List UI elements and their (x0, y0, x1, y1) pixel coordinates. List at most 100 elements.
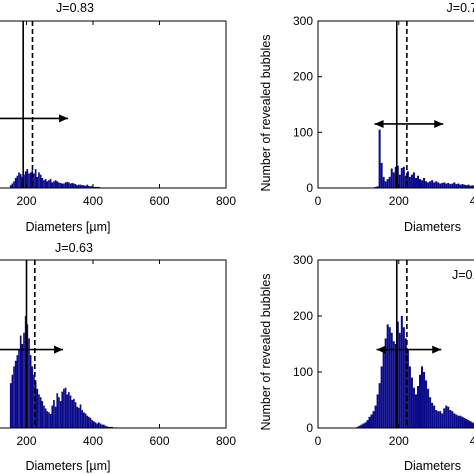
histogram-bar (68, 182, 70, 188)
x-tick-label: 800 (216, 194, 236, 208)
histogram-bar (449, 410, 452, 428)
histogram-bar (51, 182, 54, 188)
x-tick-label: 200 (16, 434, 36, 448)
histogram-bar (372, 411, 375, 428)
histogram-bar (427, 182, 430, 188)
histogram-bar (97, 422, 100, 428)
histogram-bar (445, 405, 448, 428)
histogram-bar (39, 174, 42, 188)
histogram-bar (396, 321, 399, 428)
x-tick-label: 400 (470, 434, 474, 448)
histogram-bar (431, 402, 434, 428)
histogram-bar (396, 165, 399, 188)
histogram-bar (455, 414, 458, 428)
histogram-bar (43, 180, 45, 188)
y-tick-label: 100 (293, 365, 313, 379)
histogram-bar (461, 184, 464, 188)
histogram-bar (86, 184, 89, 188)
histogram-bar (398, 332, 401, 428)
histogram-bar (88, 185, 90, 188)
histogram-bar (107, 426, 110, 428)
histogram-bar (469, 421, 472, 428)
histogram-bar (102, 424, 105, 428)
histogram-bar (449, 184, 452, 188)
histogram-bar (459, 184, 462, 188)
histogram-bar (29, 172, 32, 188)
histogram-bar (76, 185, 79, 188)
histogram-bar (56, 393, 59, 428)
histogram-bar (83, 412, 85, 428)
histogram-bar (44, 408, 47, 428)
histogram-bar (76, 406, 79, 428)
range-arrow-head-left (376, 345, 386, 354)
histogram-bar (14, 177, 17, 188)
histogram-bar (374, 405, 377, 428)
histogram-bar (53, 181, 55, 188)
histogram-bar (94, 422, 97, 428)
x-tick-label: 400 (83, 434, 103, 448)
histogram-bar (402, 327, 405, 428)
histogram-bar (406, 349, 409, 428)
histogram-bar (36, 388, 39, 428)
range-arrow-head-left (374, 119, 384, 128)
histogram-bar (9, 383, 12, 428)
histogram-bar (39, 397, 42, 428)
histogram-bar (38, 172, 40, 188)
histogram-bar (356, 426, 359, 428)
histogram-bar (11, 374, 14, 428)
histogram-bar (58, 397, 60, 428)
histogram-bar (84, 413, 87, 428)
histogram-bar (19, 335, 22, 428)
histogram-bar (421, 366, 424, 428)
histogram-bar (443, 182, 446, 188)
histogram-bar (28, 338, 30, 428)
histogram-bar (457, 183, 460, 188)
histogram-bar (425, 380, 428, 428)
y-tick-label: 0 (306, 181, 313, 195)
x-tick-label: 400 (470, 194, 474, 208)
histogram-bar (471, 185, 474, 188)
histogram-bar (73, 398, 75, 428)
histogram-bar (16, 355, 19, 428)
histogram-bar (410, 377, 413, 428)
x-tick-label: 200 (16, 194, 36, 208)
panel-top-right: J=0.7 Number of revealed bubbles Diamete… (259, 1, 474, 234)
histogram-bar (376, 186, 379, 188)
histogram-bar (465, 185, 468, 188)
plot-area (0, 260, 118, 428)
histogram-bar (64, 182, 67, 188)
axes-frame (317, 20, 474, 189)
histogram-bar (48, 180, 50, 188)
histogram-bar (400, 167, 403, 188)
histogram-bar (48, 412, 50, 428)
histogram-bar (390, 168, 393, 188)
histogram-bar (54, 180, 57, 188)
x-tick-label: 800 (216, 434, 236, 448)
histogram-bar (376, 394, 379, 428)
histogram-bar (398, 174, 401, 188)
histogram-bar (416, 386, 419, 428)
histogram-bar (386, 324, 389, 428)
panel-title: J=0.63 (55, 241, 93, 255)
histogram-bar (19, 174, 22, 188)
histogram-bar (74, 184, 77, 188)
histogram-bar (439, 183, 442, 188)
histogram-bar (378, 383, 381, 428)
x-tick-label: 200 (389, 194, 409, 208)
x-tick-label: 200 (389, 434, 409, 448)
histogram-bar (410, 174, 413, 188)
histogram-bar (423, 372, 426, 428)
range-arrow-head-right (432, 345, 442, 354)
histogram-bar (437, 182, 440, 188)
histogram-bar (463, 417, 466, 428)
histogram-bar (370, 414, 373, 428)
histogram-bar (73, 183, 75, 188)
histogram-bar (467, 184, 470, 188)
histogram-bar (89, 417, 92, 428)
plot-area (0, 21, 102, 188)
histogram-bar (406, 171, 409, 188)
histogram-bar (21, 176, 24, 188)
histogram-bar (465, 419, 468, 428)
histogram-bar (56, 181, 59, 188)
histogram-bar (419, 374, 422, 428)
